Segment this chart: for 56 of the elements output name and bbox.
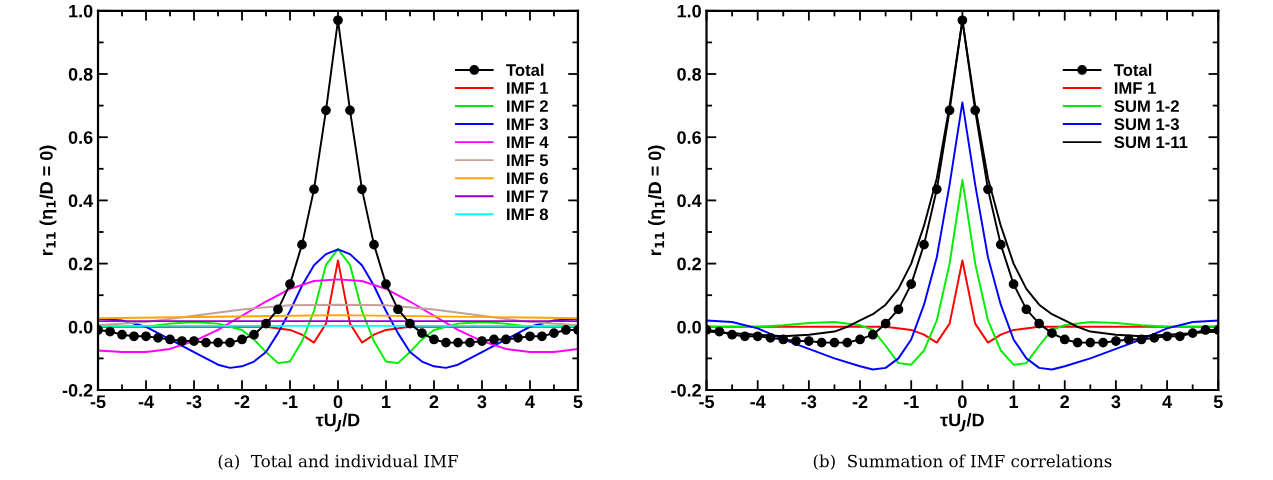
x-axis-title: τU$_{J}$/D: [940, 413, 984, 432]
x-tick-label: 2: [1060, 395, 1070, 408]
legend-label: IMF 7: [507, 190, 548, 203]
y-tick-label: 0.8: [677, 67, 702, 81]
legend-label: IMF 3: [507, 118, 548, 131]
legend-label: Total: [1113, 63, 1152, 76]
x-tick-label: -5: [90, 395, 106, 409]
x-tick-label: 3: [477, 395, 487, 409]
x-tick-label: 2: [429, 395, 439, 408]
legend-label: IMF 1: [507, 82, 549, 94]
legend-label: SUM 1-11: [1114, 136, 1188, 149]
x-tick-label: 3: [1111, 395, 1121, 409]
x-axis-title: τU$_{J}$/D: [315, 413, 360, 432]
y-tick-label: 0.8: [68, 67, 93, 81]
y-axis-title: r$_{11}$ (η$_{1}$/D = 0): [39, 145, 57, 255]
y-tick-label: 1.0: [677, 4, 701, 18]
y-tick-label: 0.2: [68, 257, 93, 271]
text: (b) Summation of IMF correlations: [813, 454, 1112, 470]
y-tick-label: 0.2: [677, 257, 701, 271]
y-tick-label: 0.6: [68, 131, 93, 144]
legend-label: IMF 5: [507, 154, 549, 167]
x-tick-label: 0: [958, 395, 967, 409]
y-tick-label: 0.0: [68, 320, 93, 334]
legend-label: SUM 1-2: [1114, 100, 1179, 113]
x-tick-label: -4: [750, 395, 766, 408]
x-tick-label: 1: [382, 395, 391, 408]
y-tick-label: 0.4: [677, 194, 702, 208]
x-tick-label: 5: [573, 395, 583, 409]
x-tick-label: -2: [852, 395, 868, 408]
y-tick-label: -0.2: [671, 383, 701, 397]
x-tick-label: -4: [138, 395, 154, 408]
y-axis-title: r$_{11}$ (η$_{1}$/D = 0): [648, 145, 665, 255]
x-tick-label: 1: [1009, 395, 1019, 408]
legend-label: IMF 8: [507, 208, 549, 221]
y-tick-label: 0.6: [677, 131, 701, 144]
x-tick-label: 4: [525, 395, 535, 408]
y-tick-label: 0.0: [677, 320, 701, 334]
x-tick-label: 0: [333, 395, 343, 409]
x-tick-label: -1: [282, 395, 298, 408]
x-tick-label: -1: [903, 395, 919, 408]
x-tick-label: 5: [1213, 395, 1223, 409]
legend-label: IMF 4: [507, 136, 549, 148]
legend-label: SUM 1-3: [1114, 118, 1179, 131]
legend-label: Total: [506, 63, 544, 76]
y-tick-label: 1.0: [69, 4, 93, 18]
x-tick-label: -3: [186, 395, 202, 409]
y-tick-label: -0.2: [62, 383, 93, 397]
legend-label: IMF 2: [507, 100, 548, 112]
legend-label: IMF 6: [507, 172, 548, 185]
y-tick-label: 0.4: [68, 194, 94, 208]
x-tick-label: 4: [1162, 395, 1173, 408]
legend-label: IMF 1: [1114, 82, 1156, 94]
x-tick-label: -2: [234, 395, 250, 408]
x-tick-label: -3: [801, 395, 817, 409]
text: (a) Total and individual IMF: [218, 454, 458, 470]
x-tick-label: -5: [699, 395, 715, 409]
